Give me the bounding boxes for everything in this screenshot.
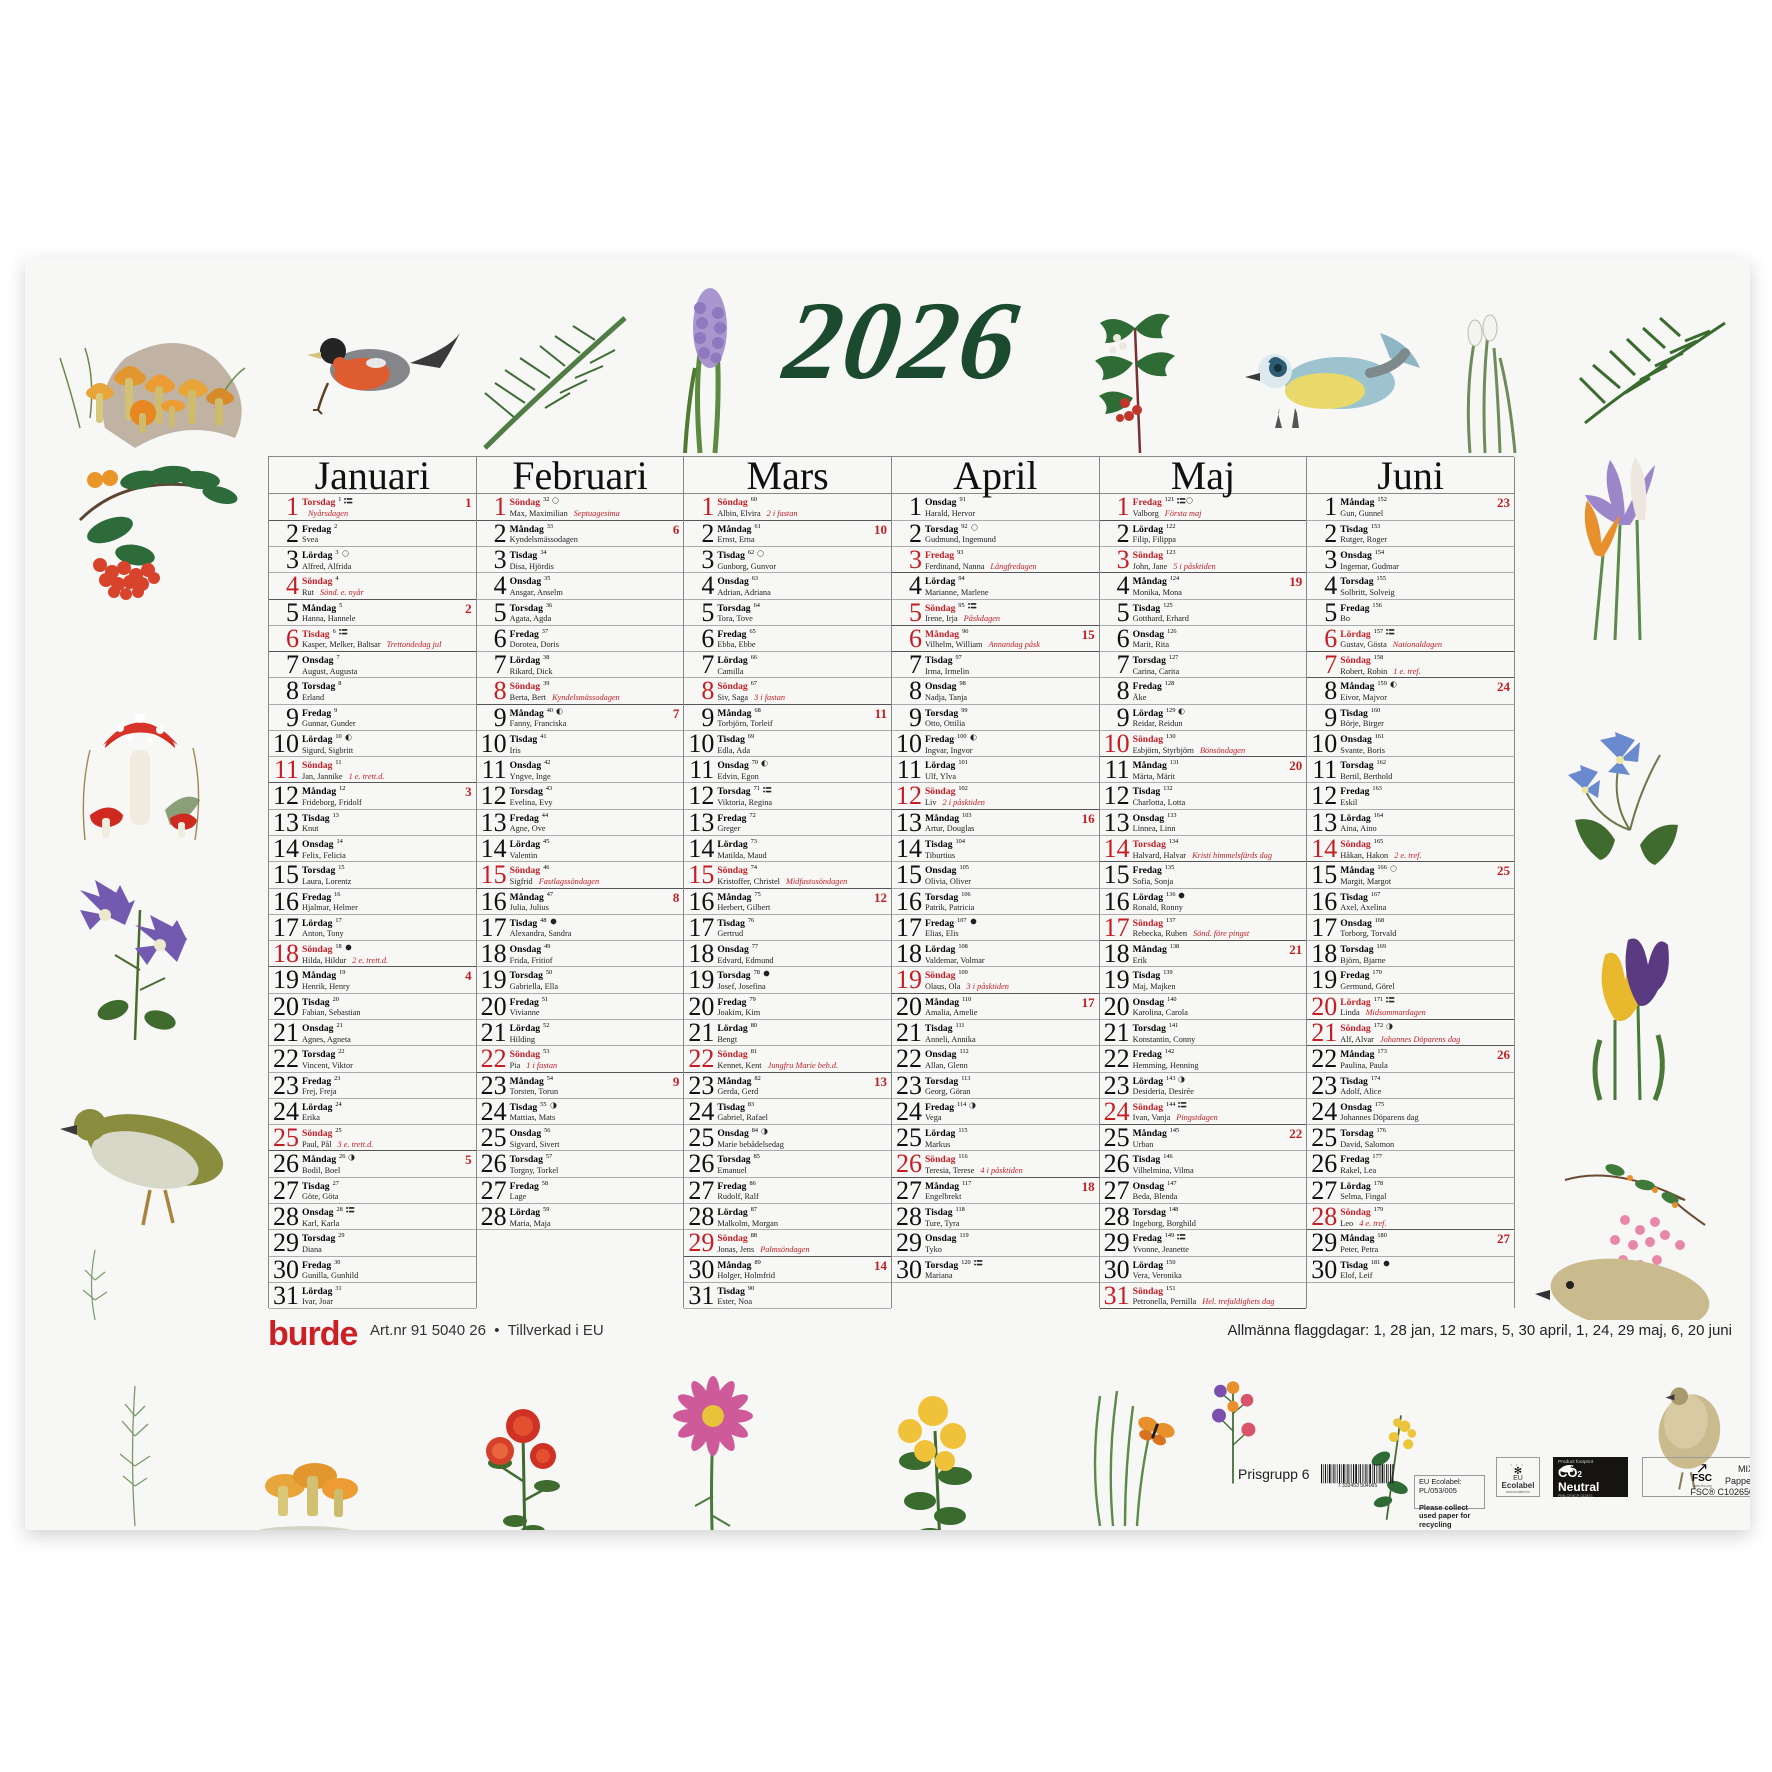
svg-text:2026: 2026 <box>780 279 1027 402</box>
svg-text:7 333453 504065: 7 333453 504065 <box>1338 1483 1377 1489</box>
